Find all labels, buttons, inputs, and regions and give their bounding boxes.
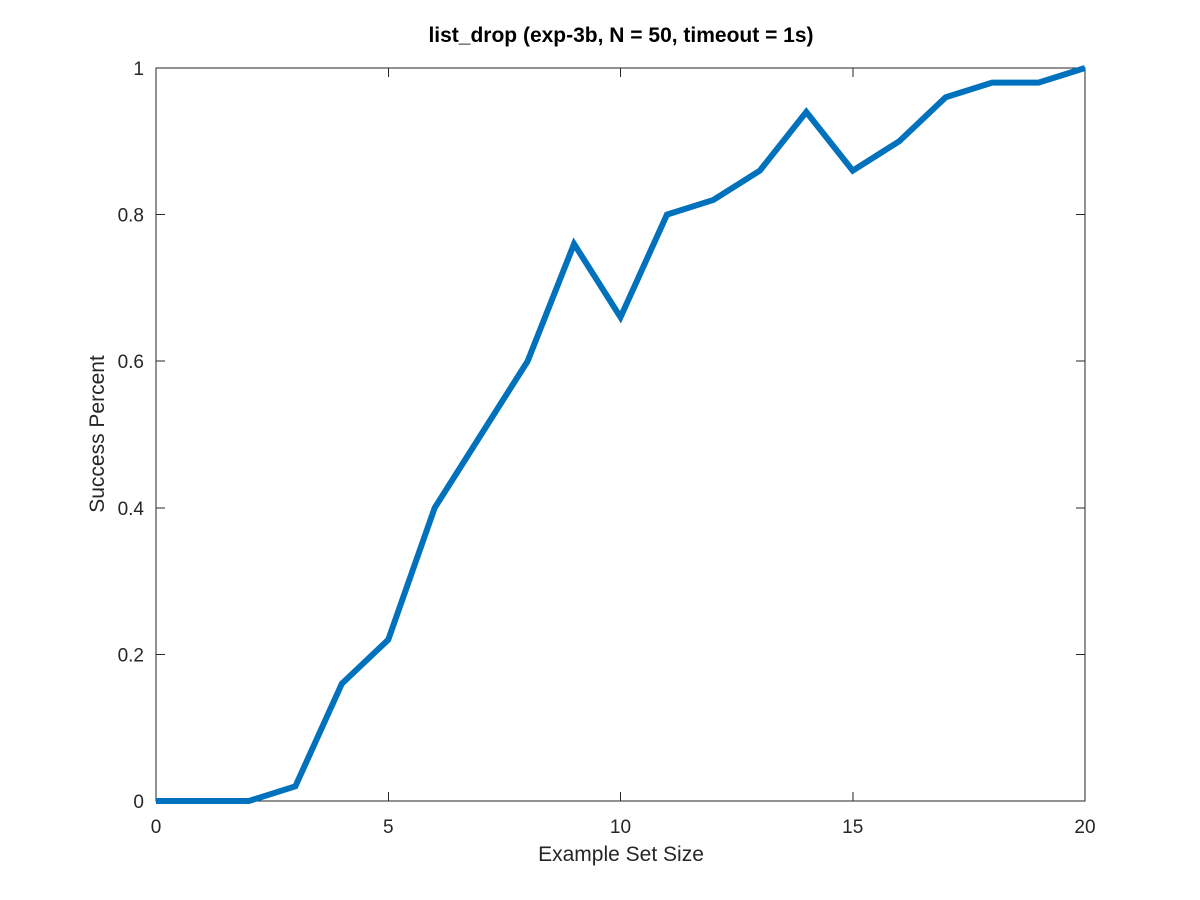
data-point xyxy=(1037,81,1041,85)
data-point xyxy=(944,95,948,99)
x-tick-label: 10 xyxy=(610,817,631,838)
data-point xyxy=(758,169,762,173)
y-axis-label: Success Percent xyxy=(86,355,109,513)
y-tick-label: 1 xyxy=(133,59,144,80)
x-tick-label: 15 xyxy=(842,817,863,838)
x-axis: 0 5 10 15 20 xyxy=(151,68,1096,838)
data-point xyxy=(526,359,530,363)
x-axis-label: Example Set Size xyxy=(538,843,704,866)
data-point xyxy=(897,139,901,143)
data-point xyxy=(479,433,483,437)
data-point xyxy=(247,799,251,803)
data-point xyxy=(851,169,855,173)
data-point xyxy=(990,81,994,85)
y-tick-label: 0.8 xyxy=(118,206,144,227)
series-line xyxy=(156,65,1086,804)
data-point xyxy=(386,638,390,642)
y-axis: 0 0.2 0.4 0.6 0.8 1 xyxy=(118,59,1085,813)
data-point xyxy=(1083,66,1087,70)
data-point xyxy=(200,799,204,803)
data-point xyxy=(433,506,437,510)
data-point xyxy=(340,682,344,686)
y-tick-label: 0.4 xyxy=(118,499,145,520)
x-tick-label: 0 xyxy=(151,817,162,838)
data-point xyxy=(154,799,158,803)
y-tick-label: 0.6 xyxy=(118,352,144,373)
x-tick-label: 20 xyxy=(1074,817,1095,838)
plot-area: 0 5 10 15 20 0 0.2 0.4 0.6 0.8 1 xyxy=(118,59,1096,838)
data-point xyxy=(619,315,623,319)
series-layer xyxy=(154,65,1087,804)
data-point xyxy=(293,784,297,788)
data-point xyxy=(665,213,669,217)
data-point xyxy=(711,198,715,202)
y-tick-label: 0.2 xyxy=(118,645,144,666)
data-point xyxy=(572,242,576,246)
chart-title: list_drop (exp-3b, N = 50, timeout = 1s) xyxy=(428,24,813,47)
data-point xyxy=(804,110,808,114)
x-tick-label: 5 xyxy=(383,817,394,838)
y-tick-label: 0 xyxy=(133,792,144,813)
